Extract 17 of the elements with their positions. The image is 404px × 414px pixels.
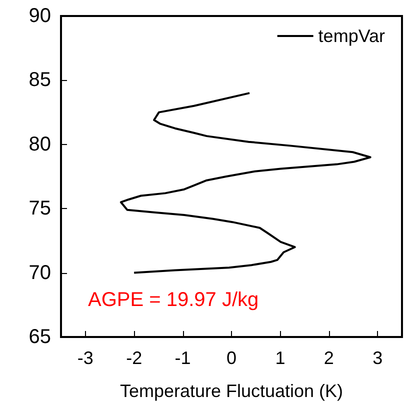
x-tick-label: -3 [77, 348, 94, 368]
y-tick-label: 80 [28, 133, 51, 156]
annotation: AGPE = 19.97 J/kg [88, 289, 259, 311]
line-series [120, 92, 372, 274]
x-tick-label: -1 [174, 348, 191, 368]
x-tick-label: 1 [275, 348, 286, 368]
y-tick-label: 65 [28, 326, 51, 348]
legend-label: tempVar [318, 26, 386, 46]
x-tick-label: 3 [372, 348, 383, 368]
y-tick-label: 85 [28, 69, 51, 92]
y-tick-label: 90 [28, 5, 51, 27]
x-axis-title: Temperature Fluctuation (K) [120, 381, 344, 401]
x-tick-label: -2 [126, 348, 142, 368]
y-tick-label: 75 [28, 198, 51, 220]
y-tick-label: 70 [28, 262, 51, 284]
x-tick-label: 0 [226, 348, 237, 368]
x-tick-label: 2 [324, 348, 334, 368]
